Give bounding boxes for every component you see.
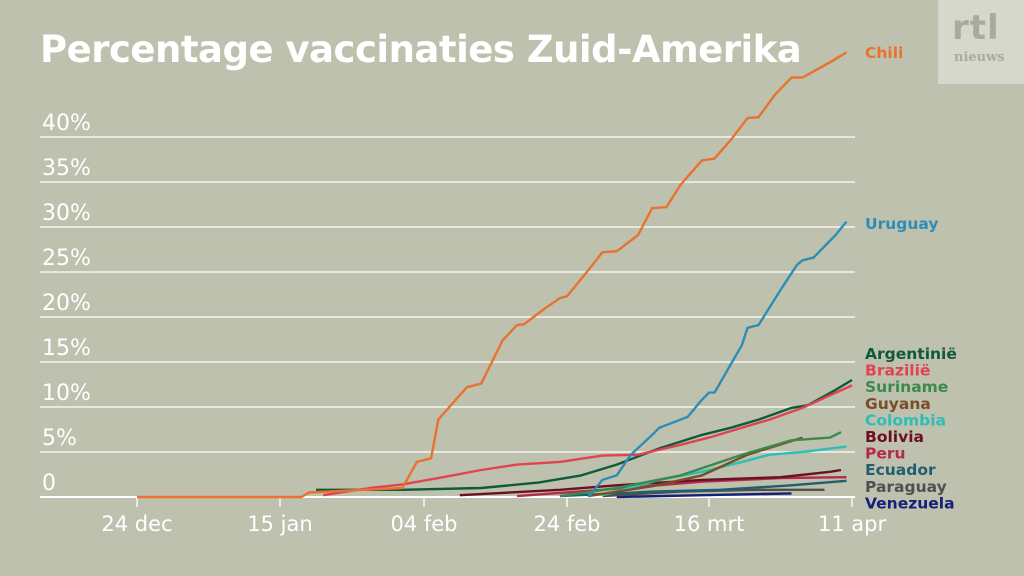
y-tick-label: 25%	[42, 246, 91, 271]
x-tick-label: 24 feb	[533, 512, 600, 536]
logo-nieuws: nieuws	[954, 50, 1005, 65]
series-line-venezuela	[616, 492, 792, 499]
series-label: Suriname	[865, 378, 948, 396]
y-tick-label: 35%	[42, 156, 91, 181]
x-tick-label: 16 mrt	[674, 512, 745, 536]
series-label: Argentinië	[865, 345, 957, 363]
series-label: Ecuador	[865, 461, 936, 479]
chart-title: Percentage vaccinaties Zuid-Amerika	[40, 28, 802, 71]
series-line-ecuador	[559, 479, 847, 498]
y-tick-label: 20%	[42, 291, 91, 316]
series-line-uruguay	[587, 220, 848, 498]
rtl-nieuws-logo: rtl nieuws	[938, 0, 1024, 84]
series-label: Paraguay	[865, 478, 947, 496]
series-label: Colombia	[865, 411, 946, 429]
y-tick-label: 0	[42, 471, 56, 496]
series-label: Uruguay	[865, 215, 938, 233]
series-label: Peru	[865, 445, 906, 463]
series-label: Venezuela	[865, 494, 955, 512]
y-tick-label: 30%	[42, 201, 91, 226]
y-tick-label: 15%	[42, 336, 91, 361]
series-label: Chili	[865, 44, 903, 62]
series-line-brazilië	[323, 384, 853, 497]
logo-rtl: rtl	[952, 8, 1000, 48]
series-label: Bolivia	[865, 428, 924, 446]
series-label: Guyana	[865, 395, 931, 413]
series-line-chili	[137, 51, 848, 499]
series-label: Brazilië	[865, 362, 930, 380]
x-tick-label: 15 jan	[247, 512, 312, 536]
series-line-argentinië	[316, 378, 853, 491]
x-tick-label: 04 feb	[390, 512, 457, 536]
y-tick-label: 5%	[42, 426, 77, 451]
y-tick-label: 40%	[42, 111, 91, 136]
x-tick-label: 24 dec	[101, 512, 172, 536]
series-line-suriname	[559, 431, 842, 498]
x-tick-label: 11 apr	[818, 512, 887, 536]
y-tick-label: 10%	[42, 381, 91, 406]
series-line-peru	[516, 476, 847, 498]
series-line-bolivia	[459, 468, 842, 497]
